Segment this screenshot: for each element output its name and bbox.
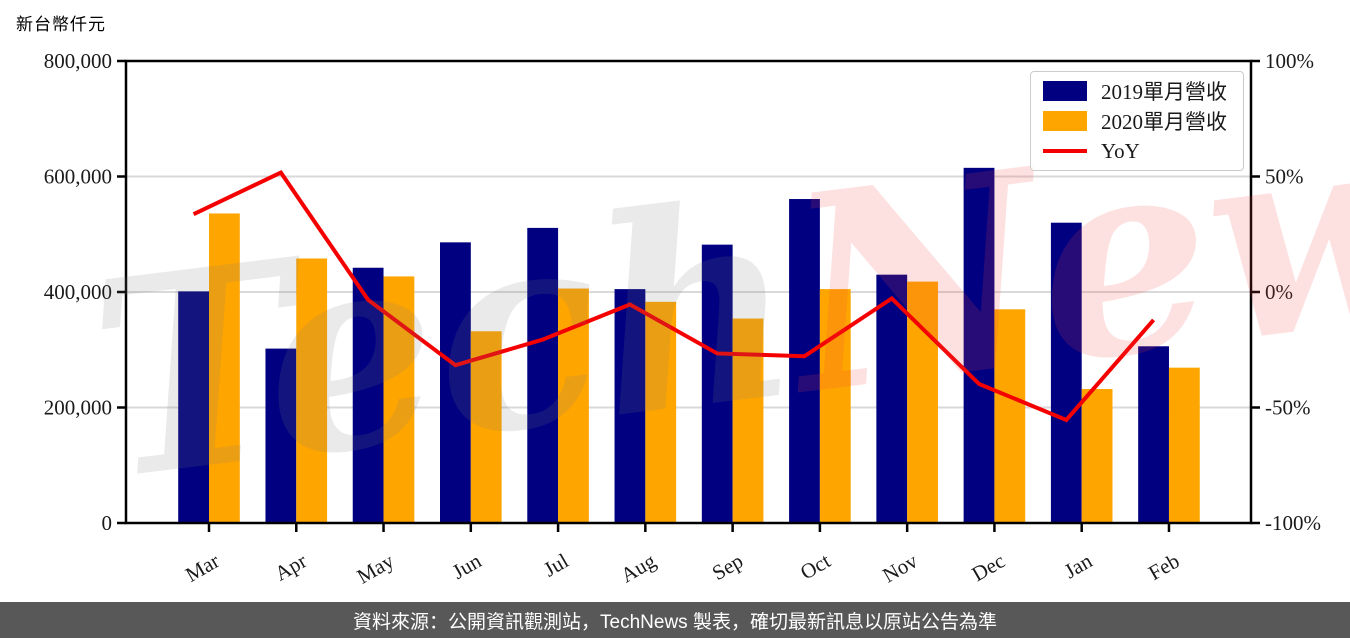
left-axis-tick-label: 0 (102, 511, 113, 535)
right-axis-tick-label: 100% (1265, 49, 1314, 73)
right-axis-tick-label: -50% (1265, 396, 1311, 420)
bar-2019-sep (701, 244, 733, 523)
x-axis-month-label: Mar (181, 549, 223, 587)
right-axis-tick-label: 50% (1265, 165, 1304, 189)
bar-2020-mar (209, 213, 240, 523)
right-axis-tick-label: 0% (1265, 280, 1293, 304)
bar-2019-jun (440, 242, 471, 523)
yoy-line (192, 170, 1156, 423)
x-axis-month-label: Jan (1060, 548, 1097, 583)
bar-2019-nov (876, 274, 908, 523)
bar-2019-feb (1138, 346, 1169, 523)
bar-2020-feb (1168, 367, 1200, 523)
legend-item-yoy: YoY (1043, 136, 1231, 166)
bar-2020-apr (296, 258, 328, 523)
legend-label-yoy: YoY (1101, 138, 1140, 163)
bar-2020-aug (645, 301, 677, 523)
right-axis-tick-label: -100% (1265, 511, 1321, 535)
legend: 2019單月營收 2020單月營收 YoY (1030, 71, 1244, 171)
bar-2019-mar (178, 291, 209, 523)
legend-swatch-yoy-line (1043, 149, 1087, 153)
left-axis-tick-label: 400,000 (44, 280, 112, 304)
legend-item-2019: 2019單月營收 (1043, 76, 1231, 106)
bar-2020-jan (1081, 389, 1113, 523)
x-axis-month-label: Jul (539, 548, 572, 581)
source-footer-text: 資料來源：公開資訊觀測站，TechNews 製表，確切最新訊息以原站公告為準 (353, 611, 997, 633)
revenue-yoy-chart: 800,000 600,000 400,000 200,000 0 100% 50% 0% -5… (44, 49, 1321, 589)
bar-2019-jan (1050, 222, 1082, 523)
bar-2020-nov (907, 281, 938, 523)
left-axis-tick-label: 200,000 (44, 396, 112, 420)
bar-2019-apr (265, 348, 297, 523)
x-axis-month-label: Feb (1144, 549, 1183, 586)
x-axis-month-label: Aug (617, 548, 661, 587)
legend-label-2019: 2019單月營收 (1101, 80, 1227, 104)
left-axis-tick-label: 600,000 (44, 165, 112, 189)
legend-swatch-2019 (1043, 81, 1087, 101)
axis-unit-title: 新台幣仟元 (16, 15, 106, 34)
x-axis-month-label: Nov (878, 548, 922, 587)
bar-2020-dec (994, 309, 1026, 523)
legend-swatch-2020 (1043, 111, 1087, 131)
bar-2020-oct (819, 289, 851, 523)
x-axis-month-label: May (353, 548, 399, 588)
bar-2020-sep (732, 318, 764, 523)
left-axis-tick-label: 800,000 (44, 49, 112, 73)
x-axis-month-label: Jun (448, 548, 486, 584)
x-axis-month-label: Dec (968, 549, 1009, 587)
source-footer-bar: 資料來源：公開資訊觀測站，TechNews 製表，確切最新訊息以原站公告為準 (0, 602, 1350, 638)
x-axis-month-label: Sep (708, 549, 747, 586)
bar-2020-jun (470, 331, 502, 523)
bar-2019-oct (789, 199, 820, 523)
x-axis-month-label: Apr (270, 549, 310, 586)
bar-2019-may (352, 267, 384, 523)
legend-item-2020: 2020單月營收 (1043, 106, 1231, 136)
legend-label-2020: 2020單月營收 (1101, 110, 1227, 134)
bar-2019-dec (963, 167, 995, 523)
bar-2019-aug (614, 289, 646, 523)
bar-2019-jul (527, 227, 559, 523)
x-axis-month-label: Oct (796, 548, 834, 584)
